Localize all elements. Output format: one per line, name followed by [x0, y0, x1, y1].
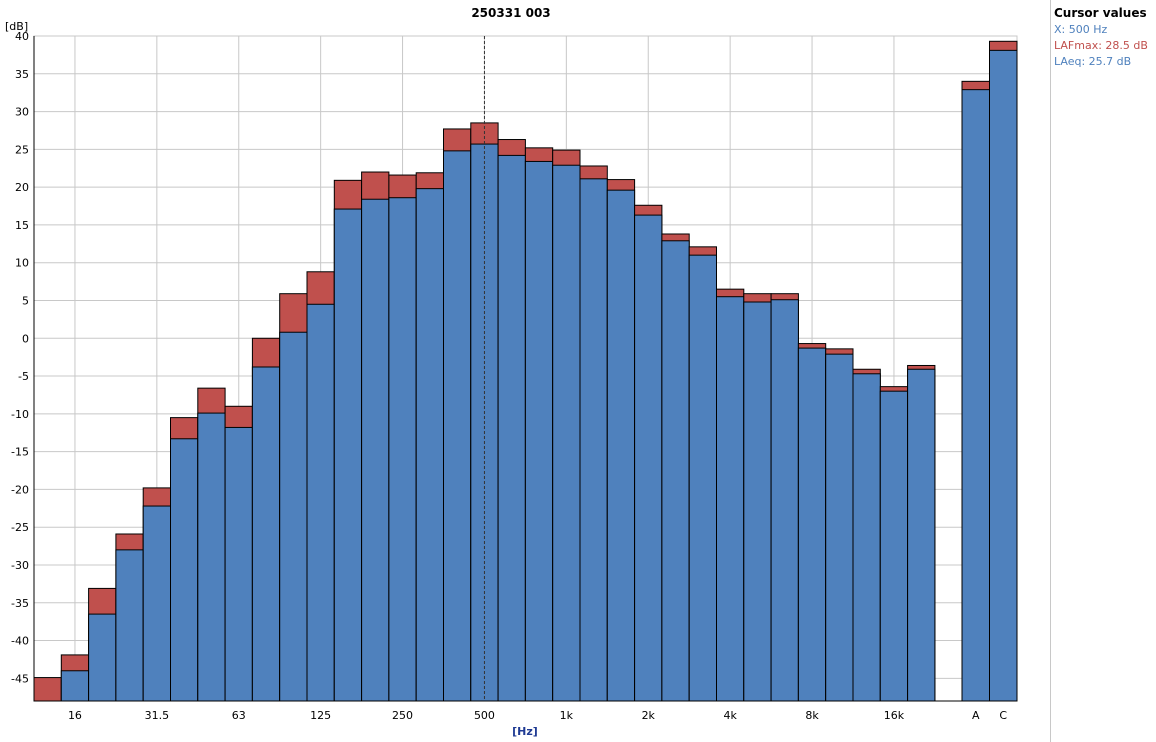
bar-laeq [170, 438, 199, 702]
y-tick-label: -20 [11, 483, 29, 496]
bar-laeq [115, 549, 144, 702]
cursor-x-value: X: 500 Hz [1054, 23, 1108, 36]
bars [33, 40, 1018, 702]
y-tick-label: 30 [15, 106, 29, 119]
y-tick-label: -30 [11, 559, 29, 572]
x-tick-label: 16k [884, 709, 905, 722]
bar-laeq [852, 373, 881, 702]
bar-laeq [524, 160, 554, 702]
cursor-lafmax-value: LAFmax: 28.5 dB [1054, 39, 1148, 52]
bar-laeq [907, 368, 936, 702]
bar-laeq [552, 164, 581, 702]
bar-laeq [361, 198, 390, 702]
x-tick-label: 31.5 [145, 709, 170, 722]
bar-laeq [224, 426, 253, 702]
y-tick-label: 20 [15, 181, 29, 194]
bar-laeq [825, 353, 854, 702]
x-axis-unit: [Hz] [512, 725, 538, 738]
y-tick-label: 35 [15, 68, 29, 81]
x-tick-label: 4k [723, 709, 737, 722]
summary-bar-laeq [989, 49, 1018, 702]
y-tick-label: -25 [11, 521, 29, 534]
x-tick-label: 63 [232, 709, 246, 722]
bar-laeq [388, 197, 417, 702]
axes: 40 35 30 25 20 15 10 5 0 -5 -10 -15 -20 -25 -30 -35 -40 -… [11, 30, 1017, 722]
y-tick-label: 25 [15, 143, 29, 156]
bar-laeq [279, 331, 308, 702]
bar-laeq [60, 670, 90, 702]
cursor-laeq-value: LAeq: 25.7 dB [1054, 55, 1132, 68]
y-tick-label: -40 [11, 635, 29, 648]
bar-laeq [497, 154, 526, 702]
y-tick-label: 15 [15, 219, 29, 232]
bar-laeq [197, 412, 226, 702]
x-tick-label: 2k [642, 709, 656, 722]
bar-laeq [88, 613, 117, 702]
bar-laeq [606, 189, 636, 702]
y-tick-label: -15 [11, 446, 29, 459]
x-tick-label: 8k [805, 709, 819, 722]
y-tick-label: -5 [18, 370, 29, 383]
summary-tick-label: A [972, 709, 980, 722]
bar-laeq [743, 301, 772, 702]
cursor-values-panel: Cursor values X: 500 Hz LAFmax: 28.5 dB … [1050, 0, 1156, 742]
y-tick-label: -35 [11, 597, 29, 610]
bar-laeq [879, 390, 909, 702]
bar-laeq [634, 214, 663, 702]
bar-laeq [443, 150, 472, 702]
x-tick-label: 16 [68, 709, 82, 722]
bar-laeq [579, 178, 608, 702]
cursor-panel-title: Cursor values [1054, 6, 1147, 20]
bar-laeq [797, 347, 827, 702]
x-tick-label: 1k [560, 709, 574, 722]
summary-tick-label: C [999, 709, 1007, 722]
bar-laeq [142, 505, 171, 702]
x-tick-label: 125 [310, 709, 331, 722]
bar-laeq [333, 208, 363, 702]
bar-laeq [415, 188, 445, 702]
x-tick-label: 250 [392, 709, 413, 722]
y-tick-label: 0 [22, 332, 29, 345]
bar-laeq [716, 296, 745, 702]
bar-laeq [306, 303, 335, 702]
y-axis-unit: [dB] [5, 20, 28, 33]
bar-laeq [770, 299, 799, 702]
y-tick-label: 40 [15, 30, 29, 43]
x-tick-label: 500 [474, 709, 495, 722]
bar-laeq [251, 366, 281, 702]
y-tick-label: 10 [15, 257, 29, 270]
y-tick-label: -10 [11, 408, 29, 421]
chart-title: 250331 003 [471, 6, 550, 20]
bar-laeq [661, 240, 690, 702]
bar-lafmax [33, 677, 62, 702]
bar-laeq [688, 254, 718, 702]
y-tick-label: -45 [11, 672, 29, 685]
summary-bar-laeq [961, 89, 990, 702]
y-tick-label: 5 [22, 294, 29, 307]
